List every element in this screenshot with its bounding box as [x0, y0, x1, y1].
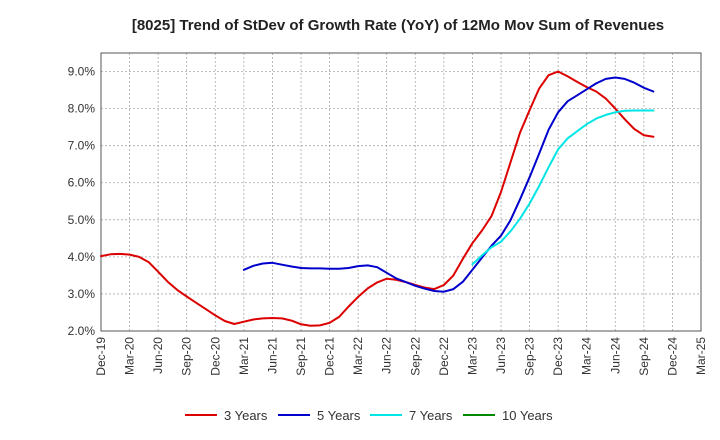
x-tick-label: Jun-24 — [608, 337, 622, 374]
x-tick-label: Dec-22 — [437, 337, 451, 376]
x-tick-label: Jun-23 — [494, 337, 508, 374]
legend-label-3-years: 3 Years — [224, 408, 268, 423]
y-tick-label: 2.0% — [68, 324, 96, 338]
legend-label-10-years: 10 Years — [502, 408, 553, 423]
y-tick-label: 4.0% — [68, 250, 96, 264]
x-tick-label: Mar-21 — [237, 337, 251, 375]
x-tick-label: Mar-24 — [580, 337, 594, 375]
y-tick-label: 7.0% — [68, 139, 96, 153]
y-tick-label: 3.0% — [68, 287, 96, 301]
x-tick-label: Mar-20 — [123, 337, 137, 375]
x-tick-label: Sep-23 — [523, 337, 537, 376]
y-tick-label: 5.0% — [68, 213, 96, 227]
x-tick-label: Dec-21 — [323, 337, 337, 376]
x-tick-label: Dec-19 — [94, 337, 108, 376]
x-tick-label: Dec-23 — [551, 337, 565, 376]
x-tick-label: Mar-25 — [694, 337, 708, 375]
x-tick-label: Jun-21 — [265, 337, 279, 374]
x-tick-label: Sep-24 — [637, 337, 651, 376]
x-tick-label: Sep-22 — [408, 337, 422, 376]
chart-title: [8025] Trend of StDev of Growth Rate (Yo… — [132, 17, 664, 34]
legend-label-7-years: 7 Years — [409, 408, 453, 423]
series-lines — [100, 70, 655, 327]
legend-label-5-years: 5 Years — [317, 408, 361, 423]
x-tick-label: Mar-22 — [351, 337, 365, 375]
y-tick-label: 6.0% — [68, 176, 96, 190]
x-tick-label: Jun-20 — [151, 337, 165, 374]
plot-area-border — [100, 52, 702, 332]
y-tick-label: 9.0% — [68, 65, 96, 79]
y-axis-ticks: 2.0% 3.0% 4.0% 5.0% 6.0% 7.0% 8.0% 9.0% — [68, 65, 96, 338]
x-tick-label: Dec-20 — [208, 337, 222, 376]
series-line-7-years — [471, 109, 655, 266]
x-tick-label: Jun-22 — [380, 337, 394, 374]
series-line-5-years — [242, 76, 655, 293]
x-axis-ticks: Dec-19 Mar-20 Jun-20 Sep-20 Dec-20 Mar-21 Jun-… — [94, 337, 708, 376]
legend: 3 Years 5 Years 7 Years 10 Years — [185, 408, 553, 423]
x-tick-label: Sep-20 — [180, 337, 194, 376]
x-tick-label: Mar-23 — [465, 337, 479, 375]
x-tick-label: Sep-21 — [294, 337, 308, 376]
gridlines — [101, 53, 701, 332]
y-tick-label: 8.0% — [68, 102, 96, 116]
series-line-3-years — [100, 70, 655, 327]
x-tick-label: Dec-24 — [665, 337, 679, 376]
